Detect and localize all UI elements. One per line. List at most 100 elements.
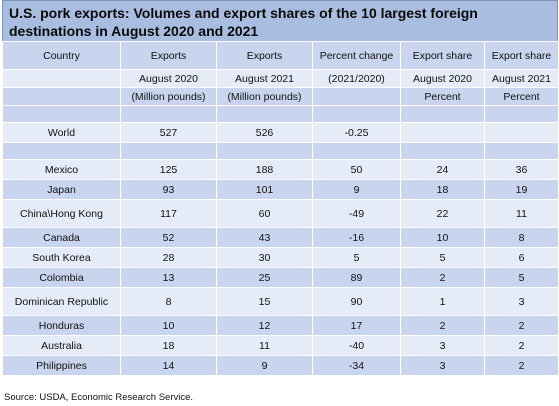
header-row3-cell-0: [2, 87, 121, 106]
table-row-cell-4: 2: [400, 267, 485, 288]
exports-table: Country Exports Exports Percent change Expor…: [2, 41, 559, 376]
header-row1-cell-1: Exports: [120, 41, 217, 70]
table-row-cell-5: 2: [484, 355, 559, 376]
table-row-cell-0: Philippines: [2, 355, 121, 376]
table-row-cell-5: 36: [484, 159, 559, 180]
table-row: Honduras 10 12 17 2 2: [2, 315, 559, 336]
spacer-row-2-cell-3: [312, 142, 401, 160]
header-row2: August 2020 August 2021 (2021/2020) August …: [2, 69, 559, 88]
header-row2-cell-1: August 2020: [120, 69, 217, 88]
table-row-cell-5: 2: [484, 335, 559, 356]
table-row: Canada 52 43 -16 10 8: [2, 227, 559, 248]
table-row-cell-1: 18: [120, 335, 217, 356]
header-row1: Country Exports Exports Percent change Expor…: [2, 41, 559, 70]
table-row-cell-3: 89: [312, 267, 401, 288]
header-row2-cell-3: (2021/2020): [312, 69, 401, 88]
table-row-cell-4: 1: [400, 287, 485, 316]
table-row-cell-5: 6: [484, 247, 559, 268]
table-row-cell-1: 14: [120, 355, 217, 376]
table-row-cell-3: -40: [312, 335, 401, 356]
table-row-cell-0: Honduras: [2, 315, 121, 336]
table-row-cell-0: Mexico: [2, 159, 121, 180]
table-row: China\Hong Kong 117 60 -49 22 11: [2, 199, 559, 228]
spacer-row-1-cell-0: [2, 105, 121, 123]
spacer-row-1-cell-4: [400, 105, 485, 123]
table-row-cell-3: 5: [312, 247, 401, 268]
table-row-cell-5: 11: [484, 199, 559, 228]
table-row-cell-1: 13: [120, 267, 217, 288]
spacer-row-2-cell-2: [216, 142, 313, 160]
spacer-row-1-cell-3: [312, 105, 401, 123]
spacer-row-2-cell-1: [120, 142, 217, 160]
world-row-cell-1: 527: [120, 122, 217, 143]
table-row-cell-1: 10: [120, 315, 217, 336]
header-row3: (Million pounds) (Million pounds) Percent P…: [2, 87, 559, 106]
table-row-cell-3: -16: [312, 227, 401, 248]
table-row-cell-5: 8: [484, 227, 559, 248]
table-row-cell-4: 10: [400, 227, 485, 248]
spacer-row-2-cell-0: [2, 142, 121, 160]
exports-table-body: Country Exports Exports Percent change Expor…: [2, 41, 559, 376]
header-row3-cell-5: Percent: [484, 87, 559, 106]
world-row-cell-0: World: [2, 122, 121, 143]
table-row-cell-0: China\Hong Kong: [2, 199, 121, 228]
table-row-cell-4: 24: [400, 159, 485, 180]
spacer-row-1: [2, 105, 559, 123]
table-row-cell-4: 3: [400, 335, 485, 356]
world-row-cell-2: 526: [216, 122, 313, 143]
table-row-cell-1: 28: [120, 247, 217, 268]
table-row-cell-2: 30: [216, 247, 313, 268]
table-row-cell-1: 8: [120, 287, 217, 316]
table-row-cell-0: Canada: [2, 227, 121, 248]
table-row-cell-0: Australia: [2, 335, 121, 356]
table-row-cell-3: 9: [312, 179, 401, 200]
header-row1-cell-5: Export share: [484, 41, 559, 70]
header-row2-cell-5: August 2021: [484, 69, 559, 88]
table-row-cell-5: 5: [484, 267, 559, 288]
table-row-cell-2: 12: [216, 315, 313, 336]
table-row-cell-1: 93: [120, 179, 217, 200]
spacer-row-2: [2, 142, 559, 160]
table-row: Colombia 13 25 89 2 5: [2, 267, 559, 288]
table-row: South Korea 28 30 5 5 6: [2, 247, 559, 268]
table-row-cell-3: -34: [312, 355, 401, 376]
table-row: Mexico 125 188 50 24 36: [2, 159, 559, 180]
table-row-cell-4: 5: [400, 247, 485, 268]
table-row: Philippines 14 9 -34 3 2: [2, 355, 559, 376]
table-row-cell-3: -49: [312, 199, 401, 228]
table-row-cell-4: 3: [400, 355, 485, 376]
spacer-row-1-cell-2: [216, 105, 313, 123]
table-row-cell-1: 125: [120, 159, 217, 180]
table-row-cell-1: 52: [120, 227, 217, 248]
table-row-cell-5: 19: [484, 179, 559, 200]
table-row-cell-2: 9: [216, 355, 313, 376]
header-row2-cell-4: August 2020: [400, 69, 485, 88]
table-row-cell-0: Colombia: [2, 267, 121, 288]
table-row-cell-0: Dominican Republic: [2, 287, 121, 316]
header-row3-cell-4: Percent: [400, 87, 485, 106]
table-row-cell-4: 18: [400, 179, 485, 200]
table-row-cell-0: South Korea: [2, 247, 121, 268]
table-row-cell-2: 11: [216, 335, 313, 356]
header-row1-cell-0: Country: [2, 41, 121, 70]
world-row-cell-4: [400, 122, 485, 143]
table-row-cell-3: 90: [312, 287, 401, 316]
header-row1-cell-2: Exports: [216, 41, 313, 70]
table-row: Australia 18 11 -40 3 2: [2, 335, 559, 356]
table-row-cell-2: 60: [216, 199, 313, 228]
table-row-cell-4: 22: [400, 199, 485, 228]
table-row-cell-3: 50: [312, 159, 401, 180]
table-row-cell-5: 2: [484, 315, 559, 336]
table-row-cell-3: 17: [312, 315, 401, 336]
title-band: U.S. pork exports: Volumes and export sh…: [2, 0, 558, 41]
table-row-cell-5: 3: [484, 287, 559, 316]
spacer-row-2-cell-5: [484, 142, 559, 160]
header-row3-cell-1: (Million pounds): [120, 87, 217, 106]
world-row-cell-3: -0.25: [312, 122, 401, 143]
header-row1-cell-3: Percent change: [312, 41, 401, 70]
header-row1-cell-4: Export share: [400, 41, 485, 70]
header-row2-cell-2: August 2021: [216, 69, 313, 88]
world-row-cell-5: [484, 122, 559, 143]
table-row: Japan 93 101 9 18 19: [2, 179, 559, 200]
